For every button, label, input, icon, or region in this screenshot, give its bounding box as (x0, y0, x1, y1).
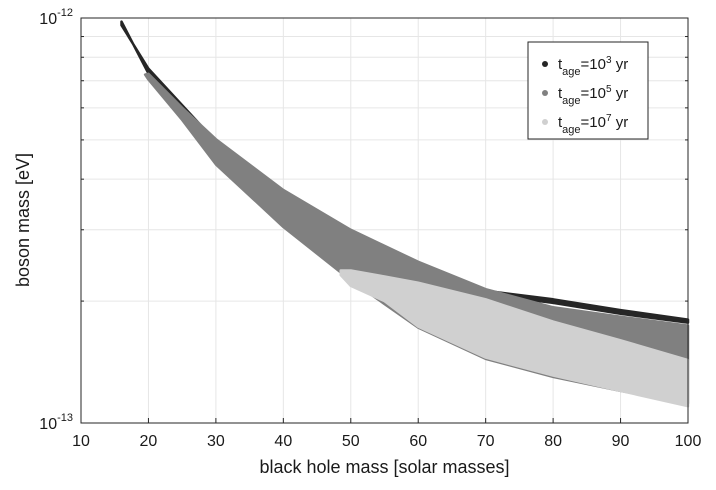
x-tick-label: 50 (342, 433, 360, 450)
x-tick-label: 20 (140, 433, 158, 450)
legend-label-2: tage=105 yr (558, 84, 628, 107)
legend-label-1: tage=103 yr (558, 55, 628, 78)
x-tick-label: 40 (274, 433, 292, 450)
y-tick-label: 10-12 (39, 7, 73, 28)
y-axis-label: boson mass [eV] (13, 153, 33, 287)
legend-box (527, 41, 649, 140)
y-tick-label: 10-13 (39, 412, 73, 433)
x-tick-label: 30 (207, 433, 225, 450)
legend-marker-1 (542, 61, 548, 67)
tick-layer: 10 20 30 40 50 60 70 80 90 100 10-13 10-12 (39, 7, 701, 450)
x-tick-label: 100 (675, 433, 702, 450)
x-axis-label: black hole mass [solar masses] (259, 457, 509, 477)
legend-marker-3 (542, 119, 548, 125)
legend: tage=103 yr tage=105 yr tage=107 yr (527, 41, 649, 140)
legend-label-3: tage=107 yr (558, 113, 628, 136)
x-tick-label: 90 (612, 433, 630, 450)
x-tick-label: 10 (72, 433, 90, 450)
x-tick-label: 60 (409, 433, 427, 450)
x-tick-label: 70 (477, 433, 495, 450)
plot-frame (80, 17, 689, 424)
x-tick-label: 80 (544, 433, 562, 450)
legend-marker-2 (542, 90, 548, 96)
